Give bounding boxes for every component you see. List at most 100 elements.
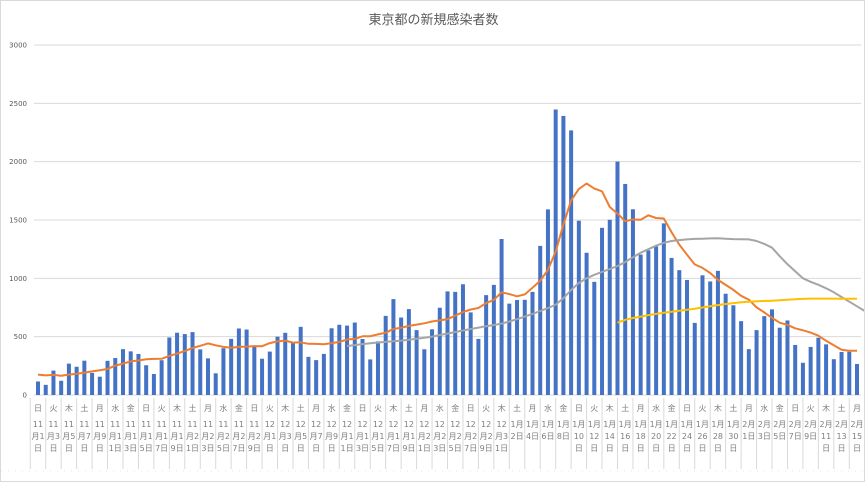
x-tick-date: 12月5日 — [294, 420, 308, 453]
x-tick-date: 11月9日 — [93, 420, 107, 453]
x-tick-weekday: 木 — [173, 404, 182, 413]
x-tick-date: 1月14日 — [603, 420, 617, 453]
x-tick-date: 11月5日 — [62, 420, 76, 453]
x-tick-label: 金 12月11日 — [340, 401, 355, 455]
x-tick-label: 月 12月21日 — [417, 401, 432, 455]
x-tick-date: 11月15日 — [139, 420, 153, 453]
x-tick-date: 12月9日 — [325, 420, 339, 453]
bar — [275, 336, 280, 395]
x-tick-date: 11月27日 — [232, 420, 246, 453]
x-tick-date: 12月21日 — [417, 420, 431, 453]
x-tick-date: 11月29日 — [247, 420, 261, 453]
x-tick-date: 2月9日 — [804, 420, 818, 441]
bar — [375, 341, 380, 395]
x-tick-date: 1月30日 — [726, 420, 740, 453]
x-tick-weekday: 日 — [250, 404, 259, 413]
x-tick-label: 月 11月9日 — [92, 401, 107, 455]
x-tick-weekday: 日 — [791, 404, 800, 413]
x-tick-weekday: 月 — [95, 404, 104, 413]
x-tick-date: 12月15日 — [371, 420, 385, 453]
x-tick-date: 12月29日 — [479, 420, 493, 453]
bar — [306, 356, 311, 395]
bar — [120, 349, 125, 395]
x-tick-weekday: 日 — [466, 404, 475, 413]
bar — [422, 349, 427, 395]
x-tick-weekday: 金 — [126, 404, 135, 413]
bar — [754, 330, 759, 395]
bar — [391, 299, 396, 395]
bar — [576, 220, 581, 395]
bar — [661, 223, 666, 395]
x-tick-date: 11月21日 — [185, 420, 200, 453]
x-tick-label: 日 11月29日 — [247, 401, 262, 455]
x-tick-date: 2月7日 — [788, 420, 802, 441]
x-tick-label: 火 1月26日 — [695, 401, 710, 455]
bar — [290, 342, 295, 395]
bar — [159, 360, 164, 395]
x-tick-date: 12月11日 — [340, 420, 354, 453]
bar — [700, 275, 705, 395]
x-tick-weekday: 水 — [543, 404, 552, 413]
x-tick-weekday: 金 — [559, 404, 568, 413]
x-tick-weekday: 日 — [34, 404, 42, 413]
y-tick-label: 1000 — [9, 275, 27, 283]
x-tick-weekday: 火 — [482, 404, 491, 413]
x-tick-weekday: 金 — [234, 404, 243, 413]
bar — [723, 293, 728, 395]
bar — [592, 281, 597, 395]
x-tick-date: 1月4日 — [525, 420, 540, 441]
x-tick-weekday: 火 — [265, 404, 274, 413]
x-tick-label: 水 1月6日 — [540, 401, 555, 443]
x-tick-label: 土 1月30日 — [726, 401, 741, 455]
bar — [484, 295, 489, 395]
bar — [82, 360, 87, 395]
bar — [298, 326, 303, 395]
x-tick-label: 日 11月15日 — [139, 401, 154, 455]
x-tick-label: 火 12月15日 — [370, 401, 385, 455]
bar — [352, 322, 357, 395]
bar — [453, 291, 458, 395]
x-tick-label: 土 1月16日 — [618, 401, 633, 455]
x-tick-date: 12月3日 — [278, 420, 292, 453]
bar — [569, 130, 574, 395]
bar — [97, 376, 102, 395]
x-tick-label: 木 1月14日 — [602, 401, 617, 455]
x-tick-weekday: 水 — [652, 404, 661, 413]
x-tick-weekday: 木 — [713, 404, 722, 413]
x-tick-label: 金 12月25日 — [448, 401, 463, 455]
bar — [600, 227, 605, 395]
x-tick-date: 1月8日 — [556, 420, 570, 441]
x-tick-weekday: 月 — [420, 404, 429, 413]
x-tick-weekday: 日 — [683, 404, 692, 413]
x-tick-date: 2月3日 — [757, 420, 771, 441]
x-tick-date: 1月20日 — [649, 420, 663, 453]
x-tick-weekday: 月 — [528, 404, 537, 413]
bar — [74, 366, 79, 395]
x-tick-label: 木 12月31日 — [494, 401, 509, 455]
bar — [824, 344, 829, 395]
x-tick-date: 2月11日 — [819, 420, 833, 453]
bar — [623, 183, 628, 395]
x-tick-date: 11月13日 — [124, 420, 138, 453]
x-tick-label: 日 12月13日 — [355, 401, 370, 455]
x-tick-weekday: 金 — [667, 404, 676, 413]
x-tick-label: 水 11月11日 — [108, 401, 123, 455]
x-tick-date: 1月26日 — [695, 420, 710, 453]
x-tick-label: 木 2月11日 — [819, 401, 834, 455]
x-tick-date: 11月3日 — [46, 420, 60, 453]
x-tick-date: 1月22日 — [665, 420, 679, 453]
x-tick-label: 日 1月24日 — [680, 401, 695, 455]
bar — [561, 115, 566, 395]
bar — [213, 373, 218, 395]
bar — [654, 246, 659, 395]
bar — [167, 337, 172, 395]
x-tick-label: 土 11月21日 — [185, 401, 200, 455]
x-tick-label: 月 2月15日 — [850, 401, 865, 455]
x-tick-weekday: 月 — [636, 404, 645, 413]
bar — [468, 312, 473, 395]
x-tick-weekday: 火 — [590, 404, 599, 413]
x-tick-label: 金 1月22日 — [664, 401, 679, 455]
x-tick-label: 月 1月4日 — [525, 401, 540, 443]
x-tick-weekday: 土 — [404, 404, 413, 413]
